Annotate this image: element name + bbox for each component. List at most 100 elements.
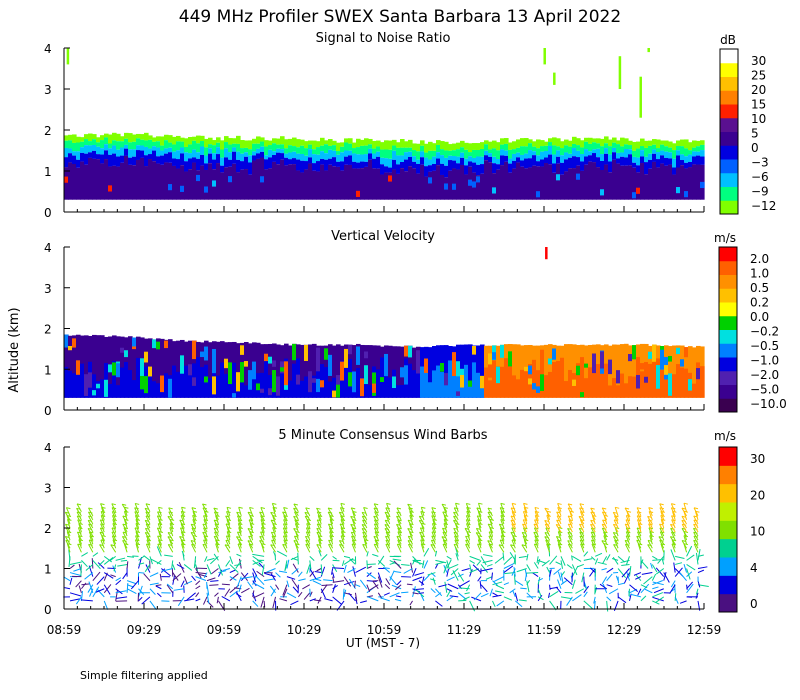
- wind-barb: [633, 572, 642, 576]
- snr-cell: [232, 143, 237, 148]
- wind-barb: [235, 591, 242, 602]
- snr-cell: [408, 151, 413, 157]
- velocity-cell: [372, 383, 377, 393]
- wind-barb: [683, 563, 688, 573]
- snr-cell: [332, 166, 337, 200]
- velocity-cell: [676, 364, 681, 398]
- velocity-cell: [68, 346, 73, 351]
- colorbar-swatch: [719, 483, 737, 503]
- snr-cell: [336, 161, 341, 167]
- snr-cell: [360, 168, 365, 200]
- snr-cell: [696, 146, 701, 152]
- wind-barb: [601, 568, 607, 571]
- snr-cell: [256, 148, 261, 154]
- snr-cell: [460, 157, 465, 165]
- wind-barb: [256, 570, 265, 578]
- snr-cell: [456, 149, 461, 157]
- velocity-cell: [624, 383, 629, 398]
- snr-cell: [612, 152, 617, 160]
- colorbar-swatch: [720, 200, 738, 215]
- wind-barb: [309, 591, 313, 598]
- wind-barb: [477, 539, 483, 549]
- snr-cell: [272, 143, 277, 152]
- snr-cell: [452, 150, 457, 157]
- snr-cell: [388, 175, 393, 182]
- velocity-cell: [548, 358, 553, 365]
- snr-cell: [88, 157, 93, 200]
- wind-barb: [423, 547, 430, 557]
- wind-barb: [487, 507, 493, 517]
- snr-cell: [376, 146, 381, 152]
- snr-cell: [520, 154, 525, 161]
- snr-cell: [328, 164, 333, 200]
- velocity-cell: [108, 364, 113, 373]
- velocity-cell: [72, 335, 77, 398]
- snr-cell: [664, 146, 669, 152]
- snr-cell: [676, 155, 681, 168]
- snr-cell: [380, 149, 385, 158]
- snr-cell: [244, 169, 249, 200]
- snr-cell: [344, 142, 349, 151]
- velocity-cell: [220, 362, 225, 398]
- snr-cell: [204, 138, 209, 148]
- snr-cell: [440, 149, 445, 156]
- velocity-cell: [224, 358, 229, 369]
- snr-cell: [424, 166, 429, 177]
- velocity-cell: [428, 347, 433, 398]
- x-tick-label: 12:29: [607, 623, 642, 637]
- snr-cell: [520, 146, 525, 155]
- snr-cell: [368, 138, 373, 145]
- wind-barb: [69, 561, 82, 565]
- wind-barb: [652, 586, 659, 590]
- wind-barb: [109, 555, 116, 562]
- wind-barb: [472, 564, 482, 573]
- velocity-cell: [504, 358, 509, 398]
- snr-cell: [576, 165, 581, 200]
- snr-cell: [476, 156, 481, 165]
- snr-cell: [553, 72, 556, 85]
- velocity-cell: [548, 344, 553, 398]
- colorbar-swatch: [719, 370, 737, 385]
- snr-cell: [284, 139, 289, 149]
- wind-barb: [209, 584, 219, 586]
- wind-barb: [384, 583, 391, 590]
- wind-barb: [480, 584, 488, 593]
- wind-barb: [87, 584, 94, 593]
- snr-cell: [416, 163, 421, 174]
- snr-cell: [364, 154, 369, 162]
- wind-barb: [229, 556, 234, 564]
- snr-cell: [128, 142, 133, 150]
- wind-barb: [355, 566, 367, 573]
- velocity-cell: [660, 370, 665, 398]
- wind-barb: [145, 503, 151, 513]
- wind-barb: [644, 588, 653, 594]
- snr-cell: [64, 167, 69, 200]
- wind-barb: [686, 564, 696, 571]
- snr-cell: [604, 164, 609, 200]
- snr-cell: [388, 167, 393, 173]
- snr-cell: [152, 161, 157, 200]
- vertical-velocity-plot-area: [64, 247, 705, 398]
- wind-barb: [663, 572, 667, 581]
- wind-barb: [195, 580, 201, 586]
- snr-cell: [312, 170, 317, 200]
- wind-barb: [486, 563, 493, 567]
- wind-barb: [366, 551, 369, 557]
- wind-barb: [68, 556, 71, 567]
- snr-cell: [492, 156, 497, 164]
- snr-cell: [284, 157, 289, 166]
- y-tick-label: 4: [44, 441, 52, 455]
- snr-cell: [300, 139, 305, 146]
- wind-barb: [469, 564, 472, 572]
- wind-barb: [683, 502, 689, 512]
- wind-barb: [282, 588, 288, 598]
- snr-cell: [572, 156, 577, 169]
- snr-cell: [584, 164, 589, 200]
- wind-barb: [557, 502, 562, 512]
- snr-cell: [80, 137, 85, 142]
- snr-cell: [416, 143, 421, 152]
- velocity-cell: [208, 378, 213, 398]
- wind-barb: [126, 588, 137, 595]
- wind-barb: [412, 592, 419, 595]
- wind-barb: [446, 589, 452, 598]
